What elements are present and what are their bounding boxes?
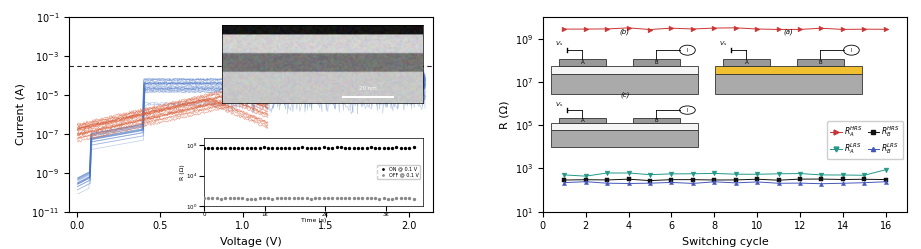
$R_B^{LRS}$	[645, 182, 656, 185]
Line: $R_A^{HRS}$: $R_A^{HRS}$	[562, 25, 888, 32]
$R_B^{LRS}$	[687, 182, 698, 185]
$R_B^{LRS}$	[795, 182, 806, 185]
$R_A^{HRS}$	[687, 28, 698, 31]
$R_B^{HRS}$	[645, 179, 656, 182]
$R_A^{LRS}$	[752, 173, 763, 176]
$R_B^{LRS}$	[580, 180, 591, 183]
$R_B^{HRS}$	[601, 179, 612, 182]
$R_A^{HRS}$	[795, 28, 806, 31]
$R_B^{LRS}$	[730, 181, 741, 184]
Line: $R_A^{LRS}$: $R_A^{LRS}$	[562, 167, 888, 179]
$R_A^{HRS}$	[559, 28, 570, 31]
$R_B^{HRS}$	[752, 178, 763, 181]
$R_B^{LRS}$	[837, 182, 848, 185]
$R_B^{LRS}$	[816, 182, 827, 185]
$R_A^{LRS}$	[687, 172, 698, 175]
$R_B^{HRS}$	[773, 179, 784, 182]
$R_A^{LRS}$	[773, 172, 784, 175]
$R_B^{LRS}$	[666, 181, 677, 184]
$R_B^{LRS}$	[880, 180, 892, 183]
$R_B^{LRS}$	[752, 181, 763, 184]
$R_A^{LRS}$	[858, 174, 869, 177]
$R_B^{LRS}$	[623, 182, 634, 185]
$R_B^{LRS}$	[559, 181, 570, 184]
$R_A^{HRS}$	[580, 28, 591, 31]
Y-axis label: R (Ω): R (Ω)	[499, 100, 509, 129]
Legend: $R_A^{HRS}$, $R_A^{LRS}$, $R_B^{HRS}$, $R_B^{LRS}$: $R_A^{HRS}$, $R_A^{LRS}$, $R_B^{HRS}$, $…	[827, 122, 904, 159]
$R_B^{HRS}$	[816, 178, 827, 181]
$R_A^{LRS}$	[559, 173, 570, 176]
$R_A^{LRS}$	[666, 172, 677, 175]
$R_A^{HRS}$	[601, 27, 612, 30]
$R_B^{HRS}$	[559, 179, 570, 182]
$R_A^{HRS}$	[773, 28, 784, 31]
$R_B^{HRS}$	[837, 178, 848, 181]
$R_B^{LRS}$	[773, 182, 784, 185]
$R_A^{LRS}$	[795, 172, 806, 175]
$R_A^{HRS}$	[709, 27, 720, 30]
$R_A^{HRS}$	[837, 28, 848, 31]
$R_B^{HRS}$	[666, 178, 677, 181]
Y-axis label: Current (A): Current (A)	[16, 84, 26, 145]
X-axis label: Switching cycle: Switching cycle	[682, 237, 768, 247]
$R_A^{HRS}$	[858, 28, 869, 31]
$R_B^{LRS}$	[601, 182, 612, 185]
$R_A^{HRS}$	[666, 27, 677, 30]
$R_B^{HRS}$	[687, 178, 698, 181]
$R_A^{LRS}$	[816, 174, 827, 177]
X-axis label: Voltage (V): Voltage (V)	[220, 237, 282, 247]
$R_B^{HRS}$	[623, 178, 634, 181]
$R_B^{HRS}$	[709, 179, 720, 182]
$R_A^{HRS}$	[645, 28, 656, 31]
$R_A^{HRS}$	[816, 27, 827, 30]
$R_A^{LRS}$	[730, 173, 741, 176]
$R_B^{HRS}$	[795, 178, 806, 181]
Line: $R_B^{LRS}$: $R_B^{LRS}$	[562, 180, 888, 186]
$R_A^{LRS}$	[645, 173, 656, 176]
$R_A^{LRS}$	[623, 172, 634, 175]
$R_A^{LRS}$	[709, 172, 720, 175]
$R_B^{HRS}$	[730, 179, 741, 182]
$R_A^{HRS}$	[623, 26, 634, 29]
$R_A^{LRS}$	[580, 175, 591, 178]
$R_A^{LRS}$	[601, 172, 612, 175]
$R_A^{HRS}$	[730, 26, 741, 29]
$R_A^{LRS}$	[837, 174, 848, 177]
Line: $R_B^{HRS}$: $R_B^{HRS}$	[562, 177, 888, 183]
$R_B^{LRS}$	[858, 181, 869, 184]
$R_B^{HRS}$	[580, 178, 591, 181]
$R_A^{HRS}$	[752, 27, 763, 30]
$R_A^{LRS}$	[880, 168, 892, 171]
$R_B^{LRS}$	[709, 180, 720, 183]
$R_B^{HRS}$	[858, 178, 869, 181]
$R_A^{HRS}$	[880, 28, 892, 31]
$R_B^{HRS}$	[880, 178, 892, 181]
